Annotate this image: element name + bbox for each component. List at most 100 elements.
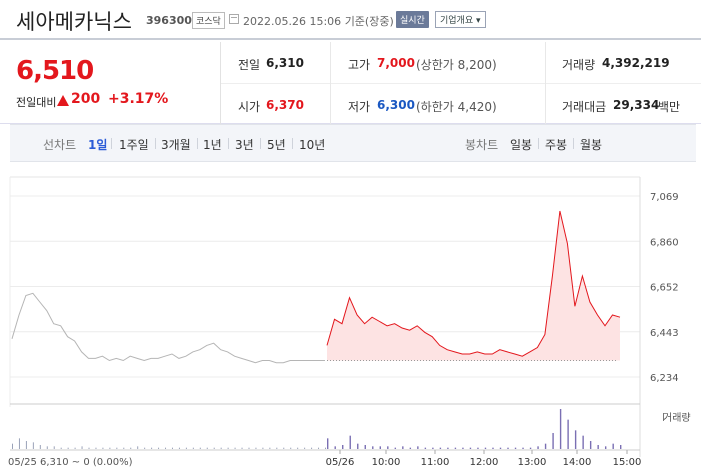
volume-bar [424,447,427,449]
volume-bar [372,446,374,449]
y-tick-label: 6,860 [650,237,679,248]
period-separator [292,138,293,149]
volume-bar [612,443,614,449]
prev-close-label: 전일 [238,58,261,72]
volume-bar [325,447,326,449]
datetime-value: 2022.05.26 15:06 [243,15,342,28]
low-value: 6,300 [377,98,415,112]
y-tick-label: 7,069 [650,192,679,203]
chart-period-bar: 선차트 1일 1주일 3개월 1년 3년 5년 10년 봉차트 일봉 주봉 월봉 [10,124,696,162]
intraday-price-chart[interactable]: 7,069 6,860 6,652 6,443 6,234 05/26 10:00 11:0… [0,162,701,474]
high-value: 7,000 [377,56,415,70]
x-tick-label: 10:00 [372,457,401,468]
period-3y[interactable]: 3년 [235,138,254,152]
x-tick-label: 15:00 [613,457,642,468]
summary-col-divider [330,42,331,124]
prev-session-line [11,292,325,364]
volume-bar [206,447,208,449]
volume-bar [116,447,118,449]
volume-bar [499,447,502,449]
volume-bar [439,447,442,449]
prev-session-series [11,292,325,364]
stock-name: 세아메카닉스 [16,10,132,34]
volume-bar [60,447,62,449]
volume-bar [334,446,336,449]
current-price-box: 6,510 전일대비 200 +3.17% [0,42,221,124]
volume-bar [409,447,412,449]
volume-bar [432,447,434,449]
candle-chart-label: 봉차트 [465,138,499,152]
x-tick-label: 12:00 [470,457,499,468]
period-1y[interactable]: 1년 [203,138,222,152]
period-separator [538,138,539,149]
volume-bar [74,447,76,449]
summary-col-divider [545,42,546,124]
volume-legend: 거래량 [663,412,691,424]
company-overview-button[interactable]: 기업개요 ▾ [435,11,486,28]
volume-bar [262,447,264,449]
candle-weekly[interactable]: 주봉 [545,138,568,152]
volume-bar [241,447,243,449]
low-label: 저가 [348,100,371,114]
period-3m[interactable]: 3개월 [161,138,191,152]
volume-bar [477,447,479,449]
volume-bar [165,447,167,449]
candle-monthly[interactable]: 월봉 [580,138,603,152]
current-session-area [327,211,620,361]
volume-bar [484,447,487,449]
volume-bar [130,447,132,449]
current-price: 6,510 [16,56,94,86]
volume-bar [158,447,160,449]
current-session-series [326,210,621,362]
volume-label: 거래량 [562,58,596,72]
volume-bar [178,447,180,449]
volume-bar [304,447,306,449]
volume-bar [620,445,622,449]
volume-bar [171,447,173,449]
price-summary: 6,510 전일대비 200 +3.17% 전일 6,310 시가 6,370 … [0,42,701,124]
y-tick-label: 6,234 [650,373,679,384]
volume-bar [318,447,320,449]
volume-bar [144,447,146,449]
period-1w[interactable]: 1주일 [119,138,149,152]
volume-bar [151,447,153,449]
open-label: 시가 [238,100,261,114]
period-separator [197,138,198,149]
volume-bar [544,443,547,449]
volume-bar [255,447,257,449]
volume-bar [417,446,419,449]
volume-bar [32,442,34,449]
volume-bar [102,447,104,449]
volume-bar [387,446,389,449]
volume-bar [462,447,464,449]
chart-grid [9,176,641,457]
volume-bar [379,446,381,449]
amount-value: 29,334 [613,98,660,112]
upper-limit: (상한가 8,200) [416,58,497,72]
volume-bar [604,446,607,449]
volume-bar [582,435,584,449]
realtime-button[interactable]: 실시간 [396,11,429,28]
volume-bar [402,446,404,449]
volume-bar [522,447,524,449]
high-label: 고가 [348,58,371,72]
period-1d[interactable]: 1일 [88,138,108,152]
prev-session-summary: 05/25 6,310 ~ 0 (0.00%) [8,457,133,468]
lower-limit: (하한가 4,420) [416,100,497,114]
volume-bar [199,447,201,449]
y-axis-labels: 7,069 6,860 6,652 6,443 6,234 [650,192,679,384]
volume-bar [88,447,90,449]
volume-bar [18,438,20,449]
volume-bar [227,447,229,449]
period-10y[interactable]: 10년 [299,138,326,152]
volume-bar [95,447,97,449]
change-label: 전일대비 [16,96,57,109]
x-tick-label: 14:00 [563,457,592,468]
candle-daily[interactable]: 일봉 [510,138,533,152]
volume-value: 4,392,219 [602,56,670,70]
period-5y[interactable]: 5년 [267,138,286,152]
stock-header: 세아메카닉스 396300 코스닥 2022.05.26 15:06 기준(장중… [0,0,701,40]
volume-bar [290,447,292,449]
volume-bar [123,447,125,449]
amount-label: 거래대금 [562,100,607,114]
